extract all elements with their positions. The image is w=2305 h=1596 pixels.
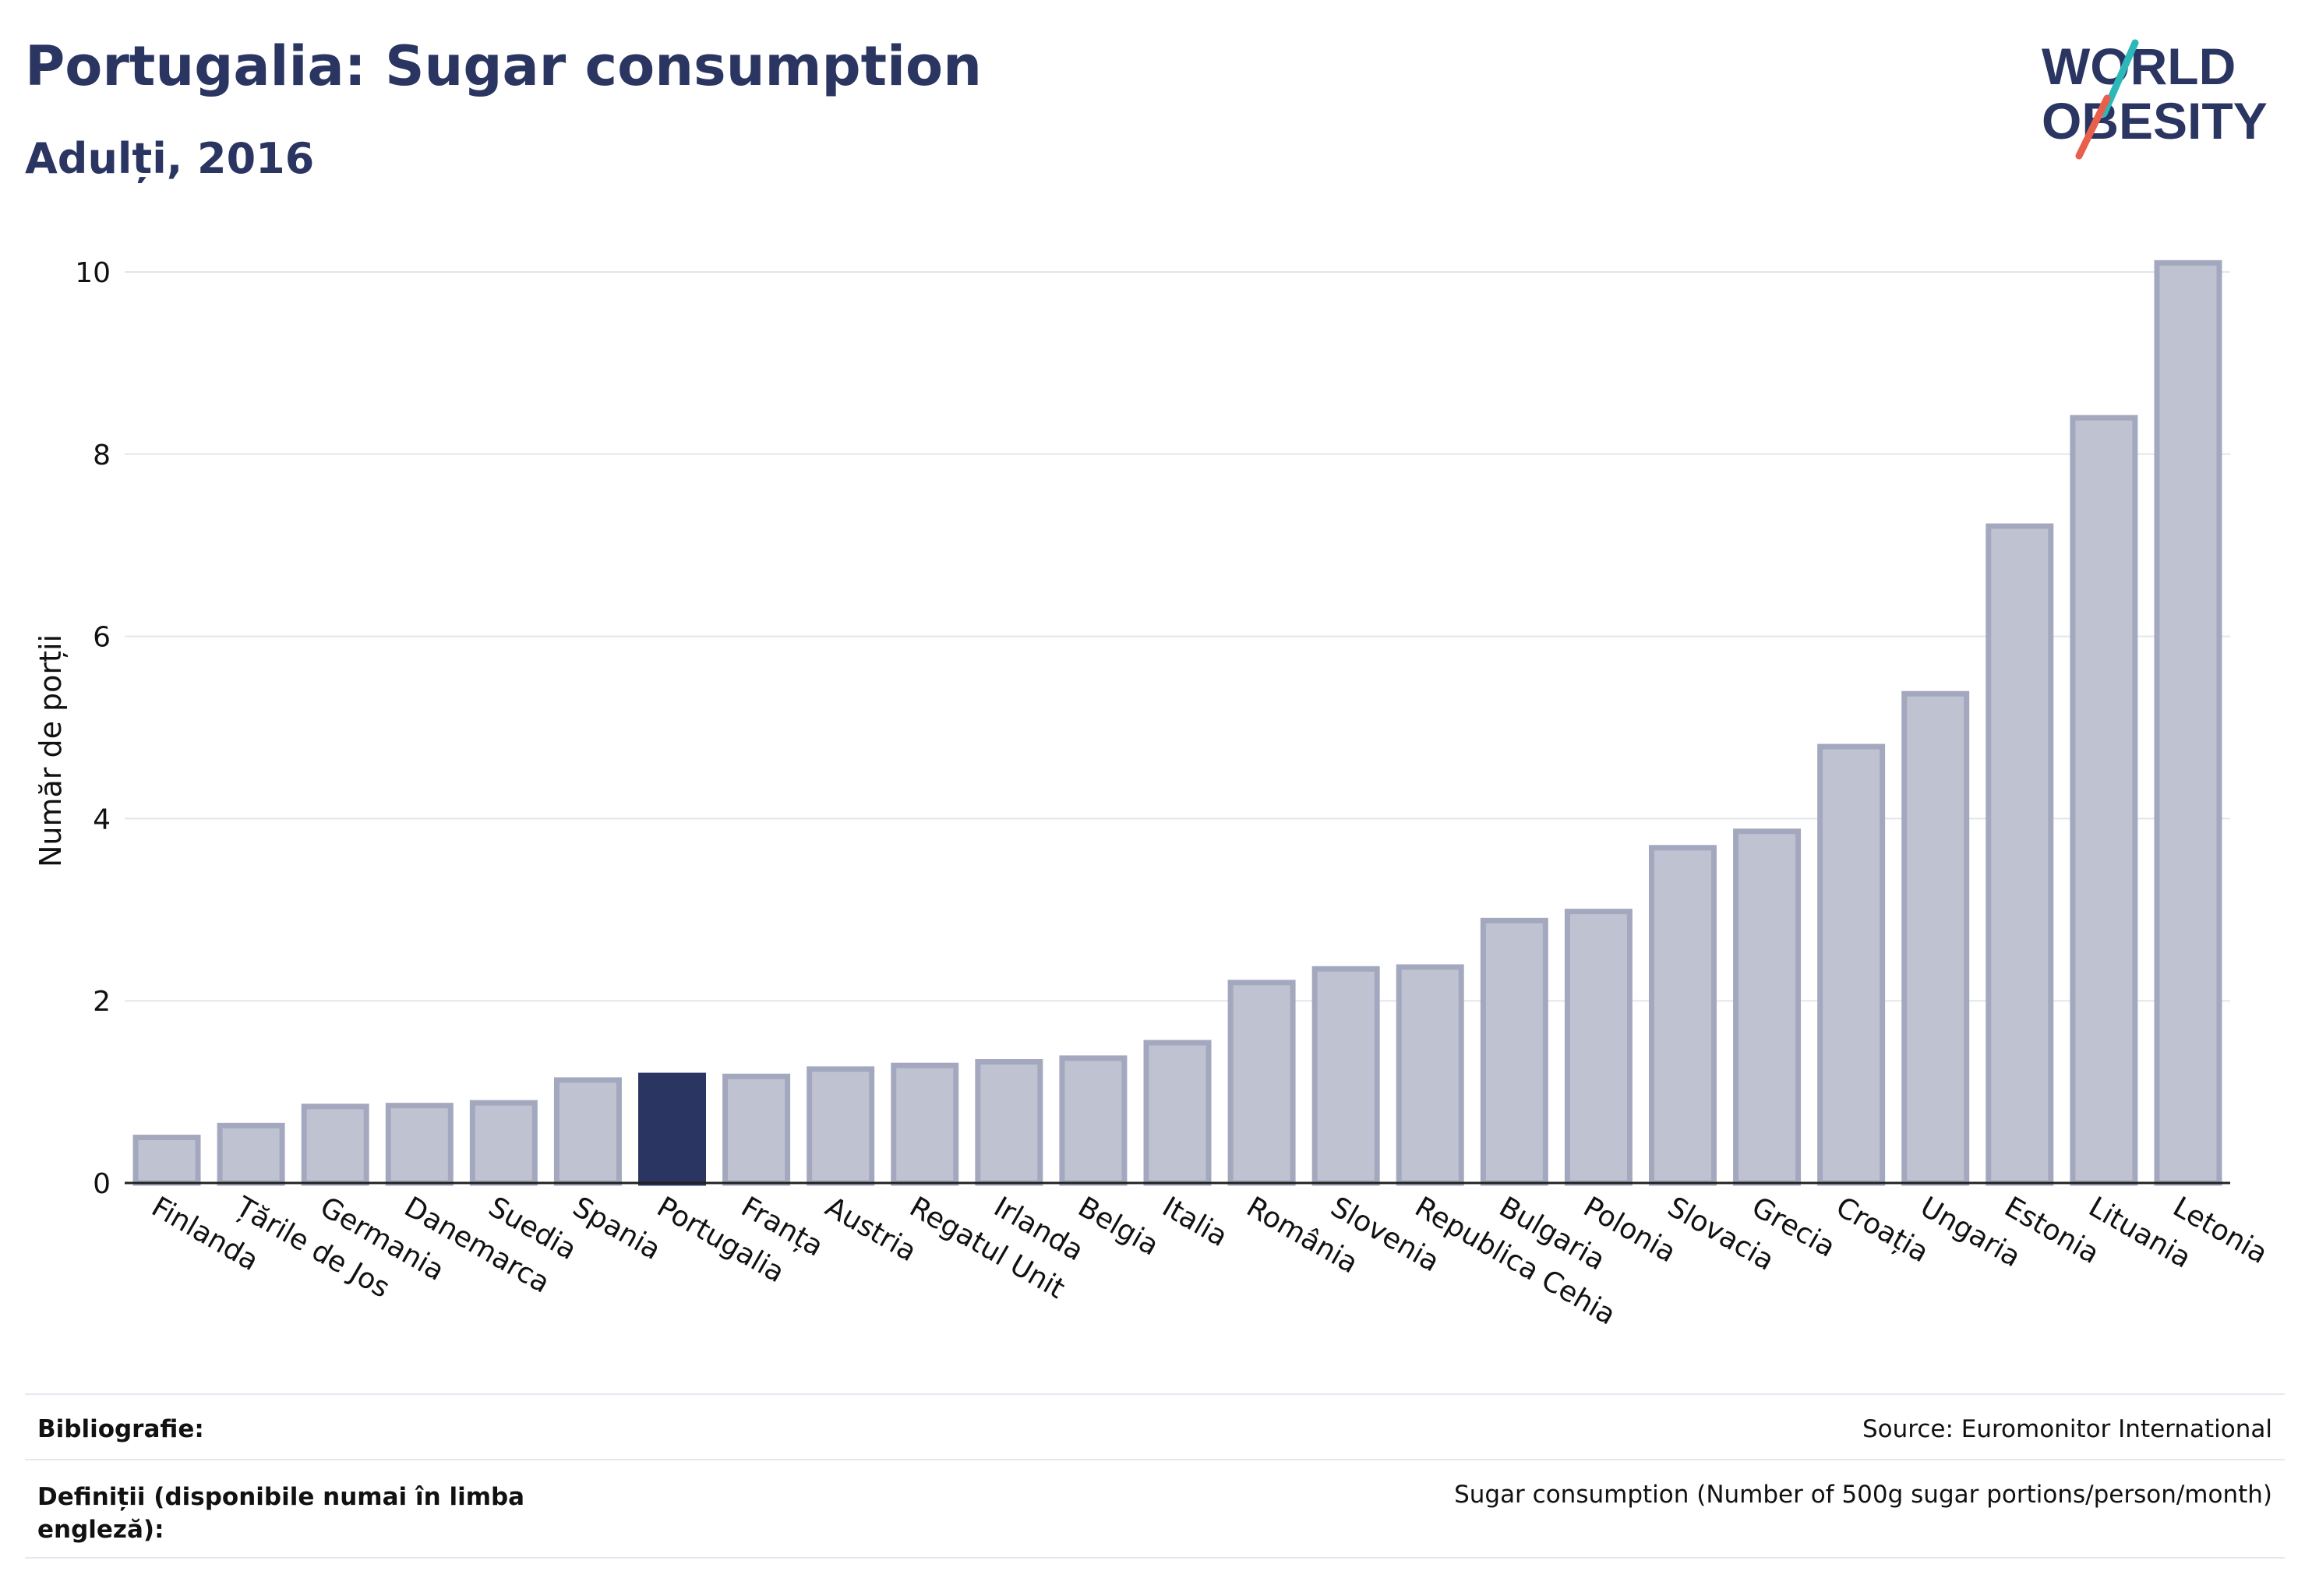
world-obesity-logo: WORLD OBESITY	[2042, 39, 2268, 160]
bar	[469, 1100, 538, 1186]
logo-text-world: WORLD	[2042, 39, 2236, 95]
bar	[1227, 980, 1296, 1186]
bar	[891, 1062, 959, 1186]
bar-highlighted	[638, 1072, 707, 1186]
bar	[1143, 1040, 1212, 1186]
bar	[1564, 909, 1633, 1186]
bar	[2154, 260, 2222, 1186]
x-tick-label: Croația	[1830, 1191, 1934, 1269]
logo-text-obesity: OBESITY	[2042, 92, 2268, 150]
footer-bibliography-row: Bibliografie: Source: Euromonitor Intern…	[25, 1411, 2285, 1449]
x-tick-label: Spania	[567, 1191, 666, 1266]
bar	[217, 1122, 285, 1186]
bar	[1648, 845, 1717, 1186]
bar	[132, 1135, 201, 1186]
bar	[1986, 523, 2054, 1186]
y-tick-label: 4	[93, 803, 111, 835]
bar	[722, 1073, 791, 1186]
bar	[1059, 1055, 1128, 1186]
bar	[1817, 743, 1886, 1186]
y-tick-label: 0	[93, 1168, 111, 1200]
x-tick-label: Belgia	[1072, 1191, 1163, 1262]
definitions-value: Sugar consumption (Number of 500g sugar …	[1454, 1481, 2272, 1509]
footer-divider-middle	[25, 1459, 2285, 1460]
definitions-label-line1: Definiții (disponibile numai în limba	[37, 1483, 525, 1511]
footer-definitions-row: Definiții (disponibile numai în limba eng…	[25, 1476, 2285, 1546]
bar	[2070, 415, 2138, 1186]
chart-subtitle: Adulți, 2016	[25, 134, 315, 183]
bar	[1901, 690, 1970, 1186]
y-axis-ticks: 0 2 4 6 8 10	[75, 257, 111, 1200]
bar	[975, 1059, 1043, 1186]
x-tick-label: Austria	[820, 1191, 922, 1268]
bibliography-label: Bibliografie:	[37, 1415, 204, 1443]
logo-slash-teal	[2100, 39, 2139, 118]
definitions-label-line2: engleză):	[37, 1516, 164, 1544]
bar	[1733, 828, 1802, 1186]
x-tick-label: Italia	[1157, 1191, 1233, 1253]
definitions-label: Definiții (disponibile numai în limba eng…	[37, 1481, 524, 1546]
chart-title: Portugalia: Sugar consumption	[25, 34, 982, 98]
bar	[1311, 966, 1380, 1186]
footer-divider-top	[25, 1393, 2285, 1395]
bar	[553, 1077, 622, 1186]
bar	[301, 1103, 369, 1186]
bar	[1396, 964, 1464, 1186]
bibliography-value: Source: Euromonitor International	[1862, 1415, 2272, 1443]
y-tick-label: 10	[75, 257, 111, 289]
logo-slash-red	[2075, 94, 2111, 160]
bar	[807, 1066, 875, 1186]
y-tick-label: 8	[93, 440, 111, 471]
y-axis-label: Număr de porții	[34, 634, 68, 867]
bar	[385, 1103, 454, 1186]
y-tick-label: 2	[93, 986, 111, 1018]
y-tick-label: 6	[93, 622, 111, 654]
bars	[132, 260, 2222, 1186]
footer-divider-bottom	[25, 1557, 2285, 1559]
bar	[1480, 917, 1548, 1186]
